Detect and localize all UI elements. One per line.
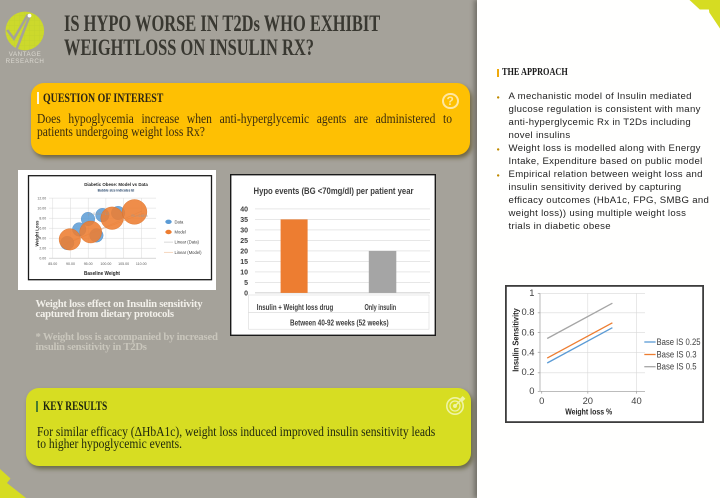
svg-text:Insulin Sensitivity: Insulin Sensitivity [511,308,520,372]
svg-text:Base IS 0.3: Base IS 0.3 [657,350,697,360]
svg-text:0.00: 0.00 [39,256,46,260]
svg-text:Weight Loss: Weight Loss [35,220,41,246]
svg-text:10.00: 10.00 [37,206,46,210]
svg-text:Linear (Data): Linear (Data) [175,240,200,245]
svg-text:Base IS 0.5: Base IS 0.5 [657,362,697,372]
svg-text:85.00: 85.00 [48,262,57,266]
svg-text:20: 20 [240,248,248,255]
svg-text:Bubble size indicates EI: Bubble size indicates EI [98,188,135,192]
svg-text:12.00: 12.00 [37,196,46,200]
svg-text:40: 40 [631,395,641,406]
svg-text:4.00: 4.00 [39,236,46,240]
svg-text:0.8: 0.8 [521,306,534,317]
svg-text:Linear (Model): Linear (Model) [175,250,203,255]
svg-text:35: 35 [240,217,248,224]
svg-text:10: 10 [240,269,248,276]
svg-text:Baseline Weight: Baseline Weight [84,271,120,277]
svg-text:0: 0 [529,385,534,396]
svg-text:Hypo events (BG <70mg/dl) per: Hypo events (BG <70mg/dl) per patient ye… [254,186,414,197]
svg-text:20: 20 [583,395,593,406]
svg-text:Weight loss %: Weight loss % [565,406,612,416]
svg-text:25: 25 [240,238,248,245]
svg-text:0: 0 [539,395,544,406]
svg-text:1: 1 [529,287,534,298]
svg-text:Only insulin: Only insulin [364,303,396,312]
svg-text:5: 5 [244,280,248,287]
svg-text:0.2: 0.2 [521,366,534,377]
svg-text:30: 30 [240,227,248,234]
svg-text:90.00: 90.00 [66,262,75,266]
svg-text:0.6: 0.6 [521,326,534,337]
svg-text:Data: Data [175,219,185,224]
svg-text:100.00: 100.00 [100,262,111,266]
svg-text:Insulin + Weight loss drug: Insulin + Weight loss drug [257,303,333,312]
svg-text:R² = 0.61%: R² = 0.61% [132,214,148,218]
svg-text:2.00: 2.00 [39,246,46,250]
svg-text:95.00: 95.00 [84,262,93,266]
svg-text:Diabetic Obese: Model vs Data: Diabetic Obese: Model vs Data [84,182,148,188]
svg-text:Between 40-92 weeks (52 weeks): Between 40-92 weeks (52 weeks) [290,319,389,328]
svg-text:6.00: 6.00 [39,226,46,230]
svg-text:8.00: 8.00 [39,216,46,220]
svg-text:0: 0 [244,290,248,297]
svg-text:110.00: 110.00 [136,262,147,266]
svg-text:Base IS 0.25: Base IS 0.25 [657,337,701,347]
svg-text:Model: Model [175,230,186,235]
svg-text:0.4: 0.4 [521,347,534,358]
svg-text:40: 40 [240,206,248,213]
svg-text:15: 15 [240,259,248,266]
svg-text:105.00: 105.00 [118,262,129,266]
svg-text:y = 0.43x + 1.2: y = 0.43x + 1.2 [88,212,109,216]
